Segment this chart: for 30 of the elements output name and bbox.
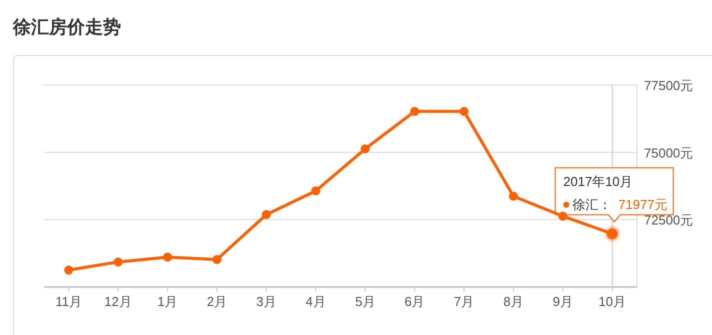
- y-tick-label: 72500元: [644, 212, 694, 228]
- point: [410, 106, 420, 116]
- point: [163, 252, 172, 262]
- point: [508, 192, 518, 201]
- x-tick-label: 6月: [404, 294, 425, 309]
- point: [360, 144, 370, 154]
- point: [460, 106, 469, 116]
- x-tick-label: 12月: [104, 294, 132, 309]
- chart-title: 徐汇房价走势: [12, 17, 121, 37]
- y-tick-label: 77500元: [644, 78, 694, 93]
- data-label: 71977元: [618, 196, 668, 212]
- x-tick-label: 11月: [55, 294, 82, 309]
- x-tick-label: 3月: [256, 294, 276, 309]
- x-tick-label: 5月: [355, 294, 376, 309]
- legend-label: 徐汇：: [572, 196, 612, 212]
- x-tick-label: 4月: [306, 294, 326, 309]
- point: [262, 210, 271, 220]
- x-tick-label: 2月: [206, 294, 228, 309]
- annotation: 2017年10月: [563, 174, 633, 189]
- x-tick-label: 8月: [503, 294, 524, 309]
- x-tick-label: 7月: [454, 294, 474, 309]
- point: [311, 186, 320, 196]
- y-tick-label: 75000元: [644, 145, 694, 160]
- point: [64, 266, 74, 275]
- point: [114, 257, 123, 266]
- point: [212, 255, 222, 264]
- x-tick-label: 9月: [552, 294, 573, 309]
- x-tick-label: 10月: [598, 294, 626, 309]
- x-tick-label: 1月: [157, 294, 178, 309]
- point: [558, 212, 568, 221]
